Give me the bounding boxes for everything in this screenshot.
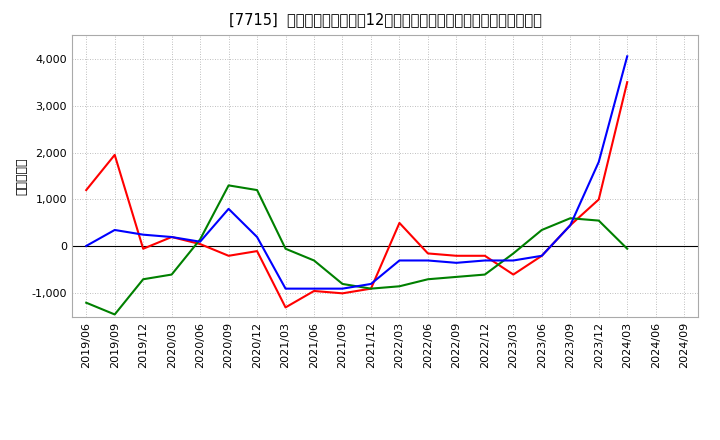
営業CF — [537, 253, 546, 258]
フリーCF — [338, 286, 347, 291]
フリーCF — [110, 227, 119, 233]
フリーCF — [395, 258, 404, 263]
投資CF — [225, 183, 233, 188]
営業CF — [225, 253, 233, 258]
フリーCF — [253, 235, 261, 240]
投資CF — [196, 237, 204, 242]
Line: フリーCF: フリーCF — [86, 56, 627, 289]
営業CF — [139, 246, 148, 251]
投資CF — [282, 246, 290, 251]
フリーCF — [566, 223, 575, 228]
投資CF — [253, 187, 261, 193]
フリーCF — [480, 258, 489, 263]
投資CF — [366, 286, 375, 291]
営業CF — [366, 286, 375, 291]
Y-axis label: （百万円）: （百万円） — [16, 157, 29, 195]
営業CF — [167, 235, 176, 240]
投資CF — [423, 277, 432, 282]
投資CF — [110, 312, 119, 317]
営業CF — [282, 305, 290, 310]
投資CF — [82, 300, 91, 305]
Line: 投資CF: 投資CF — [86, 185, 627, 315]
営業CF — [452, 253, 461, 258]
営業CF — [338, 291, 347, 296]
フリーCF — [366, 281, 375, 286]
投資CF — [452, 274, 461, 279]
営業CF — [566, 223, 575, 228]
投資CF — [139, 277, 148, 282]
投資CF — [395, 284, 404, 289]
Title: [7715]  キャッシュフローの12か月移動合計の対前年同期増減額の推移: [7715] キャッシュフローの12か月移動合計の対前年同期増減額の推移 — [229, 12, 541, 27]
営業CF — [110, 152, 119, 158]
フリーCF — [452, 260, 461, 265]
投資CF — [480, 272, 489, 277]
営業CF — [623, 80, 631, 85]
営業CF — [395, 220, 404, 226]
フリーCF — [82, 243, 91, 249]
フリーCF — [623, 54, 631, 59]
投資CF — [623, 246, 631, 251]
フリーCF — [310, 286, 318, 291]
投資CF — [310, 258, 318, 263]
フリーCF — [423, 258, 432, 263]
投資CF — [595, 218, 603, 223]
営業CF — [82, 187, 91, 193]
投資CF — [537, 227, 546, 233]
営業CF — [509, 272, 518, 277]
フリーCF — [196, 239, 204, 244]
投資CF — [566, 216, 575, 221]
営業CF — [310, 288, 318, 293]
営業CF — [595, 197, 603, 202]
フリーCF — [537, 253, 546, 258]
フリーCF — [167, 235, 176, 240]
投資CF — [509, 251, 518, 256]
フリーCF — [595, 159, 603, 165]
投資CF — [167, 272, 176, 277]
営業CF — [196, 242, 204, 247]
投資CF — [338, 281, 347, 286]
フリーCF — [139, 232, 148, 237]
フリーCF — [509, 258, 518, 263]
営業CF — [480, 253, 489, 258]
Line: 営業CF: 営業CF — [86, 82, 627, 308]
フリーCF — [225, 206, 233, 212]
営業CF — [423, 251, 432, 256]
フリーCF — [282, 286, 290, 291]
営業CF — [253, 249, 261, 254]
